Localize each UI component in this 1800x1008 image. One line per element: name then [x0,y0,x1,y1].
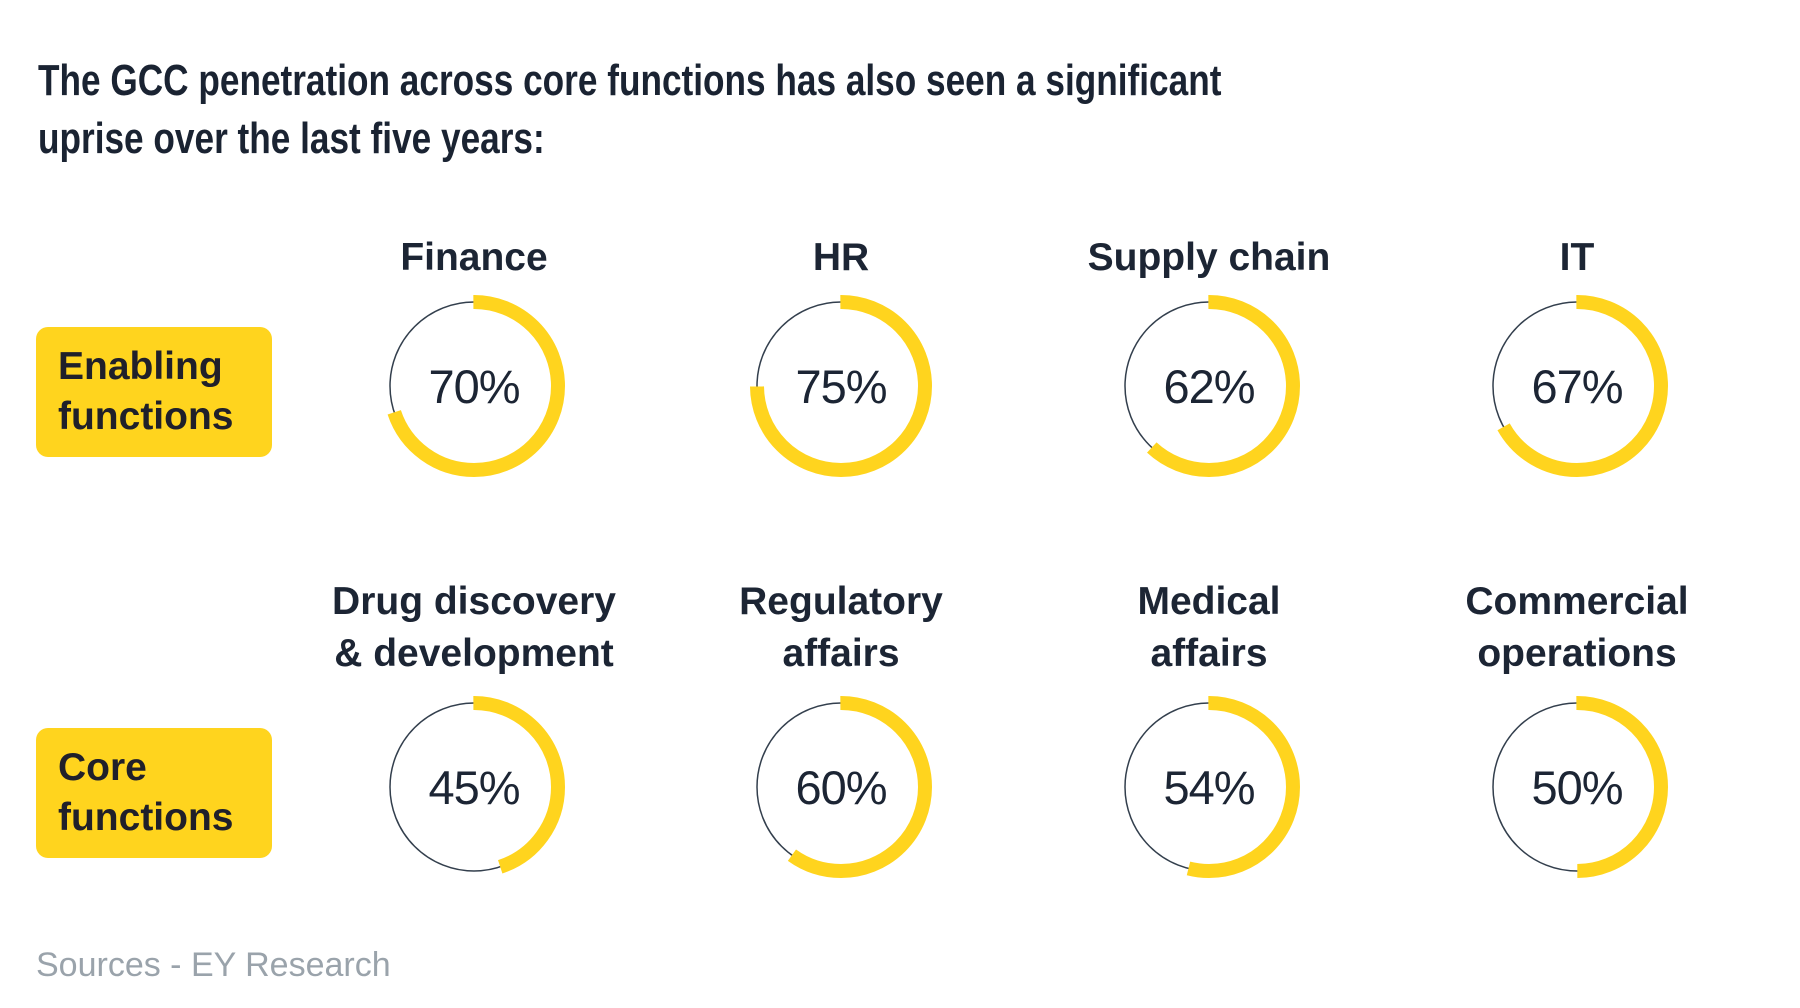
ring-value-arc [1486,295,1668,477]
ring-column-label: IT [1393,232,1761,284]
ring-percentage-value: 67% [1531,359,1623,413]
donut-ring-svg [1486,696,1668,878]
donut-ring: 54% [1109,687,1309,887]
ring-column-label: Commercial operations [1393,576,1761,680]
ring-label-line: IT [1559,236,1595,279]
ring-percentage-value: 54% [1163,760,1255,814]
ring-value-arc [1486,696,1668,878]
ring-value-arc [1118,295,1300,477]
donut-ring-svg [750,295,932,477]
page-title-line-1: The GCC penetration across core function… [38,56,1222,105]
ring-percentage-value: 50% [1531,760,1623,814]
ring-label-line: Medical [1137,580,1281,623]
ring-value-arc [750,295,932,477]
ring-percentage-value: 75% [795,359,887,413]
group-label-enabling-functions: Enabling functions [36,327,272,457]
donut-ring: 70% [374,286,574,486]
page-title-line-2: uprise over the last five years: [38,114,545,163]
donut-ring-svg [1118,295,1300,477]
ring-label-line: Drug discovery [332,580,616,623]
donut-ring: 45% [374,687,574,887]
ring-value-arc [750,696,932,878]
ring-percentage-value: 62% [1163,359,1255,413]
ring-value-arc [383,696,565,878]
sources-note: Sources - EY Research [36,946,391,984]
ring-label-line: Regulatory [739,580,943,623]
ring-column-label: Supply chain [1025,232,1393,284]
donut-ring: 50% [1477,687,1677,887]
group-label-line: Core [58,746,147,789]
page-title: The GCC penetration across core function… [38,52,1517,168]
group-label-line: functions [58,796,234,839]
ring-label-line: Finance [400,236,548,279]
donut-ring-svg [1486,295,1668,477]
ring-percentage-value: 70% [428,359,520,413]
ring-column-label: Regulatory affairs [657,576,1025,680]
ring-label-line: operations [1477,632,1677,675]
ring-label-line: Commercial [1465,580,1689,623]
ring-percentage-value: 45% [428,760,520,814]
donut-ring-svg [1118,696,1300,878]
ring-column-label: Finance [290,232,658,284]
ring-column-label: Drug discovery & development [290,576,658,680]
donut-ring-svg [383,696,565,878]
donut-ring: 75% [741,286,941,486]
group-label-line: functions [58,395,234,438]
donut-ring: 62% [1109,286,1309,486]
ring-label-line: & development [334,632,614,675]
ring-value-arc [383,295,565,477]
donut-ring-svg [750,696,932,878]
donut-ring-svg [383,295,565,477]
ring-percentage-value: 60% [795,760,887,814]
donut-ring: 67% [1477,286,1677,486]
ring-label-line: affairs [782,632,900,675]
group-label-core-functions: Core functions [36,728,272,858]
donut-ring: 60% [741,687,941,887]
ring-label-line: Supply chain [1087,236,1331,279]
group-label-line: Enabling [58,345,223,388]
ring-value-arc [1118,696,1300,878]
ring-column-label: Medical affairs [1025,576,1393,680]
ring-column-label: HR [657,232,1025,284]
ring-label-line: affairs [1150,632,1268,675]
ring-label-line: HR [812,236,870,279]
